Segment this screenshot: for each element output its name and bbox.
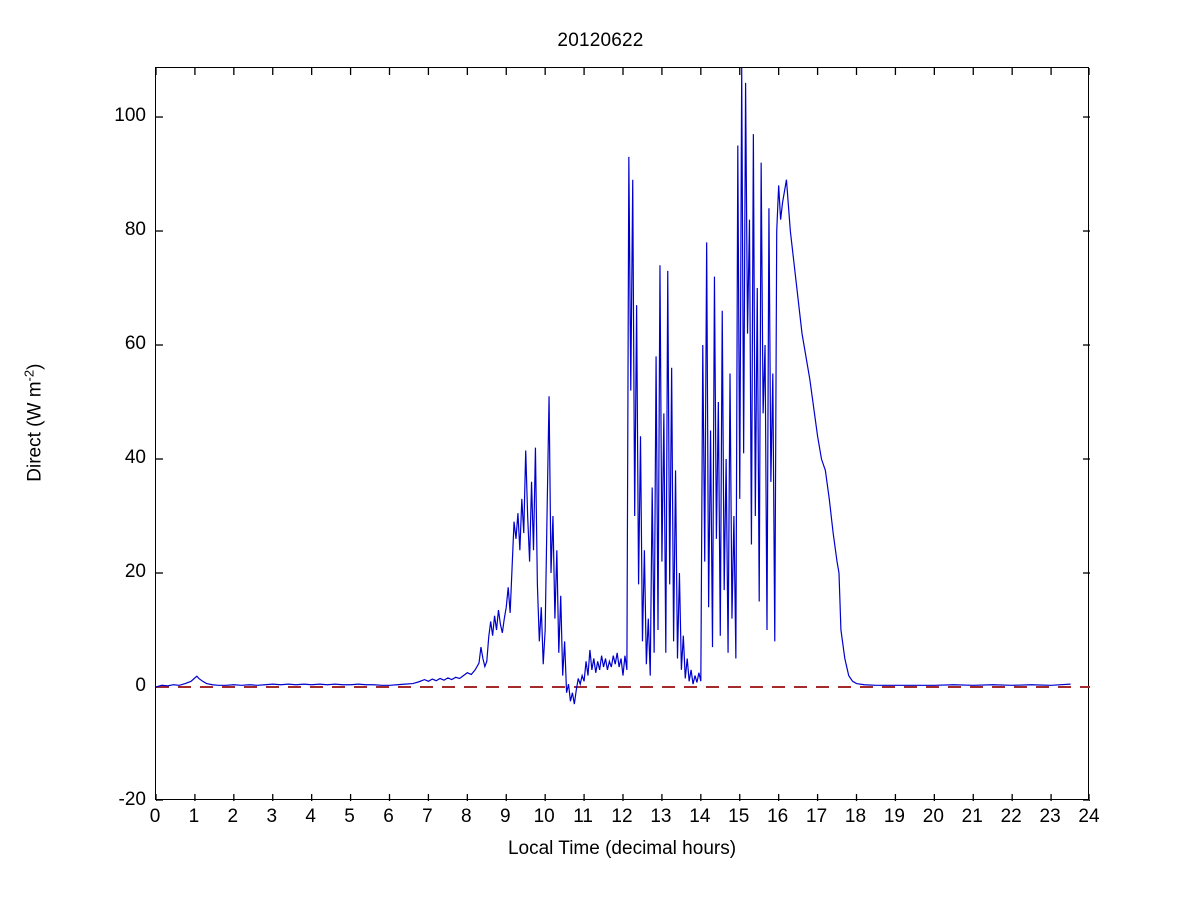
x-tick-label: 12 (611, 806, 633, 827)
y-tick-label: 60 (124, 333, 146, 354)
x-tick-label: 24 (1078, 806, 1100, 827)
x-tick-label: 23 (1039, 806, 1061, 827)
y-axis-title-exponent: -2 (21, 369, 37, 382)
y-tick-label: -20 (118, 789, 146, 810)
x-tick-label: 22 (1000, 806, 1022, 827)
x-tick-label: 18 (844, 806, 867, 827)
x-tick-label: 19 (883, 806, 905, 827)
direct-irradiance-series (156, 68, 1071, 705)
chart-title: 20120622 (557, 30, 644, 51)
x-tick-label: 10 (533, 806, 555, 827)
y-tick-label: 0 (135, 675, 146, 696)
x-tick-label: 3 (266, 806, 278, 827)
x-tick-label: 21 (961, 806, 983, 827)
x-tick-label: 15 (728, 806, 750, 827)
x-tick-label: 0 (149, 806, 161, 827)
y-axis-title: Direct (W m-2) (21, 323, 46, 523)
y-axis-title-prefix: Direct (W m (24, 381, 46, 482)
plot-svg (156, 68, 1090, 801)
y-tick-label: 40 (124, 447, 146, 468)
y-tick-label: 20 (124, 561, 146, 582)
x-tick-label: 11 (573, 806, 593, 827)
y-tick-label: 100 (114, 105, 146, 127)
y-axis-title-suffix: ) (24, 363, 46, 370)
x-tick-label: 17 (806, 806, 828, 827)
y-axis-tick-labels: -20 0 20 40 60 80 100 (70, 67, 146, 810)
x-tick-label: 4 (305, 806, 316, 827)
x-tick-label: 20 (922, 806, 944, 827)
x-tick-label: 6 (383, 806, 394, 827)
x-tick-label: 5 (344, 806, 355, 827)
x-axis-tick-labels: 0 1 2 3 4 5 6 7 8 9 10 11 12 13 14 15 16 17 18 19 20 21 22 23 24 (150, 806, 1100, 834)
axis-ticks (156, 68, 1090, 801)
x-axis-title: Local Time (decimal hours) (507, 838, 737, 859)
x-tick-label: 2 (227, 806, 239, 827)
x-tick-label: 14 (689, 806, 711, 827)
y-tick-label: 80 (124, 219, 146, 240)
x-tick-label: 7 (422, 806, 433, 827)
x-tick-label: 13 (650, 806, 672, 827)
x-tick-label: 8 (461, 806, 472, 827)
x-tick-label: 16 (767, 806, 789, 827)
x-tick-label: 1 (188, 806, 200, 827)
plot-area (155, 67, 1090, 801)
x-tick-label: 9 (499, 806, 511, 827)
